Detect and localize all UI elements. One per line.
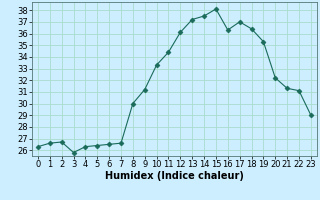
- X-axis label: Humidex (Indice chaleur): Humidex (Indice chaleur): [105, 171, 244, 181]
